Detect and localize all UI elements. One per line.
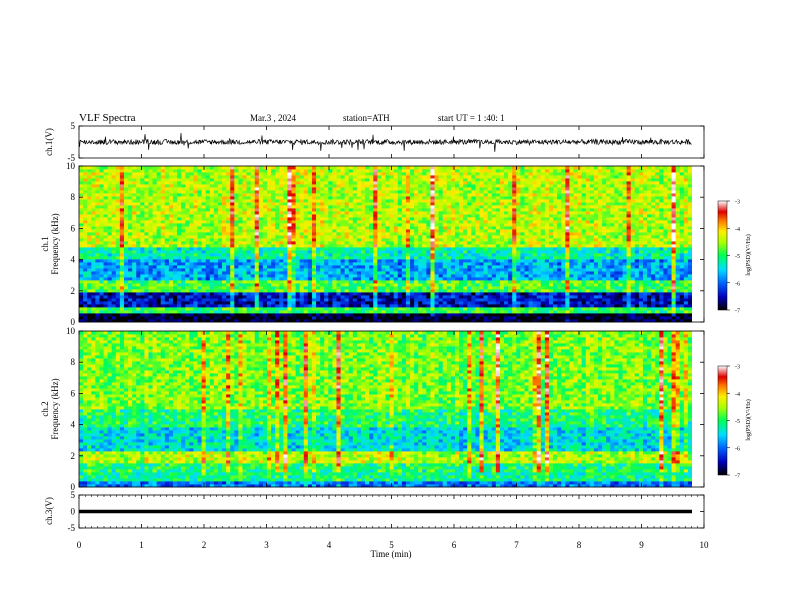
ch1-waveform-trace — [78, 132, 692, 152]
ch3-y-tick-label: -5 — [68, 523, 76, 533]
x-tick-label: 8 — [577, 540, 582, 550]
colorbar-tick-label: -5 — [735, 419, 740, 425]
ch2-colorbar: -3 -4 -5 -6 -7 log(PSD)(V²/Hz) — [717, 365, 752, 480]
ch1-colorbar: -3 -4 -5 -6 -7 log(PSD)(V²/Hz) — [717, 200, 752, 315]
ch2-spec-y-tick-label: 8 — [71, 357, 76, 367]
ch1-spectrogram — [79, 166, 704, 323]
ch2-spec-ylabel-freq: Frequency (kHz) — [50, 378, 60, 439]
ch2-spec-y-tick-label: 0 — [71, 482, 76, 492]
ch1-spec-ylabel-freq: Frequency (kHz) — [50, 213, 60, 274]
x-tick-label: 0 — [77, 540, 82, 550]
ch1-spec-y-tick-label: 10 — [66, 161, 76, 171]
x-tick-label: 7 — [514, 540, 519, 550]
x-tick-label: 9 — [639, 540, 644, 550]
ch1-ylabel: ch.1(V) — [44, 128, 54, 156]
ch2-spec-y-tick-label: 6 — [71, 388, 76, 398]
ch3-ylabel: ch.3(V) — [44, 497, 54, 525]
x-axis-label: Time (min) — [371, 549, 412, 559]
x-tick-label: 6 — [452, 540, 457, 550]
start-time-label: start UT = 1 :40: 1 — [438, 113, 505, 123]
ch1-y-tick-label: 5 — [71, 121, 76, 131]
x-tick-label: 3 — [264, 540, 269, 550]
colorbar-tick-label: -7 — [735, 474, 740, 480]
ch2-spectrogram — [79, 331, 704, 488]
ch2-spec-y-tick-label: 10 — [66, 326, 76, 336]
ch2-colorbar-label: log(PSD)(V²/Hz) — [745, 399, 752, 440]
ch1-spec-y-tick-label: 6 — [71, 223, 76, 233]
ch1-spec-y-tick-label: 0 — [71, 317, 76, 327]
colorbar-tick-label: -7 — [735, 309, 740, 315]
colorbar-tick-label: -4 — [735, 392, 740, 398]
colorbar-tick-label: -3 — [735, 365, 740, 371]
x-tick-label: 5 — [389, 540, 394, 550]
ch3-y-tick-label: 0 — [71, 507, 76, 517]
colorbar-tick-label: -6 — [735, 281, 740, 287]
x-tick-label: 4 — [327, 540, 332, 550]
x-axis-ticks: 0 1 2 3 4 5 6 7 8 9 10 — [77, 126, 709, 550]
colorbar-tick-label: -5 — [735, 254, 740, 260]
colorbar-tick-label: -4 — [735, 227, 740, 233]
ch1-spec-ylabel-channel: ch.1 — [40, 236, 50, 251]
x-tick-label: 10 — [700, 540, 710, 550]
recording-date: Mar.3 , 2024 — [250, 113, 296, 123]
ch2-spec-ylabel-channel: ch.2 — [40, 401, 50, 416]
x-tick-label: 1 — [139, 540, 144, 550]
station-label: station=ATH — [343, 113, 390, 123]
ch1-spec-y-tick-label: 4 — [71, 255, 76, 265]
ch2-spec-y-tick-label: 4 — [71, 420, 76, 430]
chart-title: VLF Spectra — [79, 112, 136, 124]
ch2-spec-y-tick-label: 2 — [71, 451, 76, 461]
ch1-y-tick-label: -5 — [68, 153, 76, 163]
ch1-spec-y-tick-label: 2 — [71, 286, 76, 296]
colorbar-tick-label: -6 — [735, 446, 740, 452]
x-tick-label: 2 — [202, 540, 207, 550]
colorbar-tick-label: -3 — [735, 200, 740, 206]
ch1-colorbar-label: log(PSD)(V²/Hz) — [745, 234, 752, 275]
ch1-spec-y-tick-label: 8 — [71, 192, 76, 202]
ch3-y-tick-label: 5 — [71, 490, 76, 500]
